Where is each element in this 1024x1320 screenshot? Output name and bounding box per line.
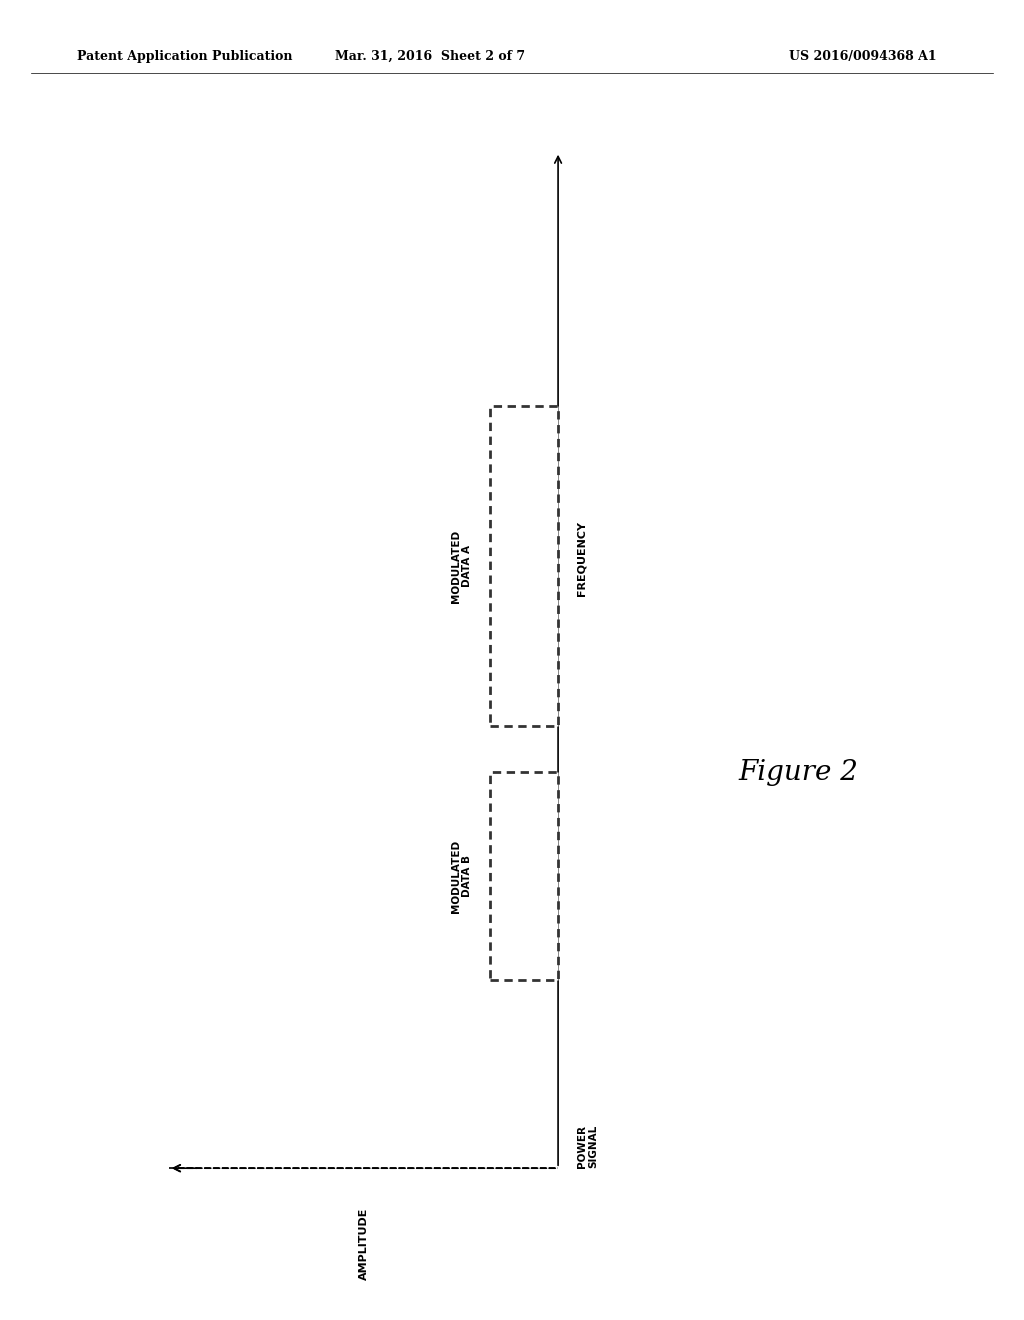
Text: POWER
SIGNAL: POWER SIGNAL	[577, 1125, 598, 1168]
Text: MODULATED
DATA B: MODULATED DATA B	[451, 840, 472, 912]
Text: AMPLITUDE: AMPLITUDE	[358, 1208, 369, 1280]
Bar	[490, 407, 558, 726]
Text: Mar. 31, 2016  Sheet 2 of 7: Mar. 31, 2016 Sheet 2 of 7	[335, 50, 525, 63]
Text: Figure 2: Figure 2	[738, 759, 859, 785]
Bar	[490, 772, 558, 981]
Text: MODULATED
DATA A: MODULATED DATA A	[451, 529, 472, 602]
Text: US 2016/0094368 A1: US 2016/0094368 A1	[790, 50, 937, 63]
Text: Patent Application Publication: Patent Application Publication	[77, 50, 292, 63]
Text: FREQUENCY: FREQUENCY	[577, 521, 587, 595]
